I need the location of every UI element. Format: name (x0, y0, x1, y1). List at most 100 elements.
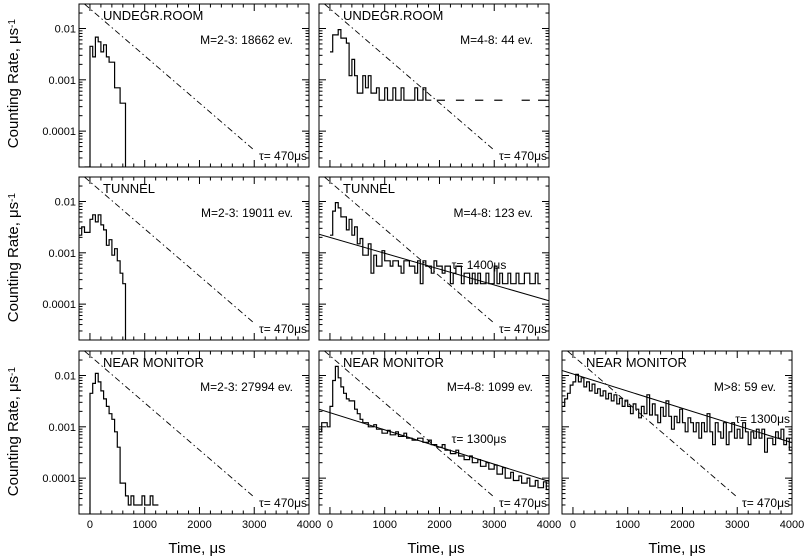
tau-reference-label: τ= 470μs (499, 322, 547, 336)
plot-frame (78, 350, 310, 515)
plot-area (324, 4, 547, 151)
panel-annotation: M=2-3: 27994 ev. (200, 380, 293, 394)
x-tick-label: 0 (570, 519, 576, 531)
histogram-series (562, 373, 792, 453)
panel-annotation: M=2-3: 18662 ev. (200, 33, 293, 47)
y-tick-label: 0.01 (55, 23, 76, 35)
xlabel-col-2: Time, μs (407, 540, 464, 557)
panel-undergr-m48: UNDEGR.ROOM M=4-8: 44 ev. τ= 470μs (318, 3, 550, 168)
reference-line-470us (567, 351, 738, 498)
plot-area (562, 351, 792, 498)
panel-annotation: M=4-8: 44 ev. (460, 33, 533, 47)
plot-frame (318, 3, 550, 168)
histogram-series (79, 214, 127, 340)
x-tick-label: 1000 (372, 519, 396, 531)
x-tick-label: 1000 (615, 519, 639, 531)
ylabel-exponent: -1 (7, 193, 18, 202)
ylabel-exponent: -1 (7, 367, 18, 376)
fit-line (562, 370, 792, 444)
panels-group: 0.0001 0.001 0.01 UNDEGR.ROOM M=2-3: 18662 e… (42, 3, 804, 531)
panel-annotation: M=4-8: 1099 ev. (447, 380, 533, 394)
panel-tunnel-m48: TUNNEL M=4-8: 123 ev. τ= 470μs τ= 1400μs (318, 176, 550, 341)
tau-reference-label: τ= 470μs (499, 149, 547, 163)
panel-annotation: M=2-3: 19011 ev. (201, 206, 293, 220)
panel-title: NEAR MONITOR (343, 355, 444, 370)
ylabel-text: Counting Rate, μs (5, 376, 22, 496)
x-tick-label: 4000 (780, 519, 804, 531)
plot-frame (561, 350, 793, 515)
histogram-series (84, 36, 127, 167)
tau-reference-label: τ= 470μs (499, 496, 547, 510)
ylabel-text: Counting Rate, μs (5, 28, 22, 148)
x-tick-label: 0 (87, 519, 93, 531)
plot-area (319, 351, 549, 498)
panel-near-m8plus: 0 1000 2000 3000 4000 NEAR MONITOR M>8: 59 ev.… (561, 350, 804, 531)
y-tick-label: 0.0001 (42, 473, 76, 485)
panel-tunnel-m23: 0.0001 0.001 0.01 TUNNEL M=2-3: 19011 ev. τ= … (42, 176, 310, 341)
plot-frame (78, 3, 310, 168)
panel-annotation: M>8: 59 ev. (714, 380, 776, 394)
panel-title: TUNNEL (103, 181, 155, 196)
panel-title: NEAR MONITOR (103, 355, 204, 370)
y-tick-label: 0.001 (48, 422, 76, 434)
x-tick-label: 2000 (670, 519, 694, 531)
row-ylabel-2: Counting Rate, μs -1 (5, 193, 22, 323)
x-tick-label: 2000 (427, 519, 451, 531)
panel-undergr-m23: 0.0001 0.001 0.01 UNDEGR.ROOM M=2-3: 18662 e… (42, 3, 310, 168)
ylabel-text: Counting Rate, μs (5, 202, 22, 322)
y-tick-label: 0.01 (55, 370, 76, 382)
plot-area (84, 351, 255, 514)
panel-annotation: M=4-8: 123 ev. (454, 206, 534, 220)
x-tick-label: 3000 (482, 519, 506, 531)
x-tick-label: 2000 (187, 519, 211, 531)
x-tick-label: 1000 (132, 519, 156, 531)
tau-fit-label: τ= 1400μs (452, 258, 507, 272)
y-tick-label: 0.01 (55, 196, 76, 208)
plot-frame (318, 350, 550, 515)
plot-frame (318, 176, 550, 341)
plot-area (84, 4, 255, 167)
x-tick-label: 4000 (537, 519, 561, 531)
tau-reference-label: τ= 470μs (259, 496, 307, 510)
y-tick-label: 0.0001 (42, 299, 76, 311)
ylabel-exponent: -1 (7, 19, 18, 28)
tau-reference-label: τ= 470μs (742, 496, 790, 510)
x-tick-label: 3000 (725, 519, 749, 531)
plot-frame (78, 176, 310, 341)
tau-fit-label: τ= 1300μs (735, 412, 790, 426)
panel-near-m23: 0.0001 0.001 0.01 0 1000 2000 3000 4000 NEAR MON… (42, 350, 321, 531)
x-tick-label: 4000 (297, 519, 321, 531)
y-tick-label: 0.0001 (42, 126, 76, 138)
histogram-series (330, 29, 432, 101)
reference-line-470us (84, 351, 255, 498)
panel-title: UNDEGR.ROOM (103, 8, 203, 23)
reference-line-470us (84, 4, 255, 151)
y-tick-label: 0.001 (48, 248, 76, 260)
reference-line-470us (324, 4, 495, 151)
histogram-series (330, 202, 541, 285)
panel-title: TUNNEL (343, 181, 395, 196)
histogram-series (319, 365, 549, 491)
tau-reference-label: τ= 470μs (259, 149, 307, 163)
histogram-series (89, 372, 159, 514)
x-tick-label: 3000 (242, 519, 266, 531)
y-tick-label: 0.001 (48, 75, 76, 87)
tau-fit-label: τ= 1300μs (452, 432, 507, 446)
panel-title: UNDEGR.ROOM (343, 8, 443, 23)
row-ylabel-3: Counting Rate, μs -1 (5, 367, 22, 497)
row-ylabel-1: Counting Rate, μs -1 (5, 19, 22, 149)
xlabel-col-3: Time, μs (648, 540, 705, 557)
x-tick-label: 0 (327, 519, 333, 531)
fit-line (319, 408, 549, 482)
reference-line-470us (324, 177, 495, 324)
reference-line-470us (84, 177, 255, 324)
panel-title: NEAR MONITOR (586, 355, 687, 370)
plot-area (319, 177, 549, 324)
reference-line-470us (324, 351, 495, 498)
plot-area (79, 177, 255, 340)
xlabel-col-1: Time, μs (168, 540, 225, 557)
tau-reference-label: τ= 470μs (259, 322, 307, 336)
